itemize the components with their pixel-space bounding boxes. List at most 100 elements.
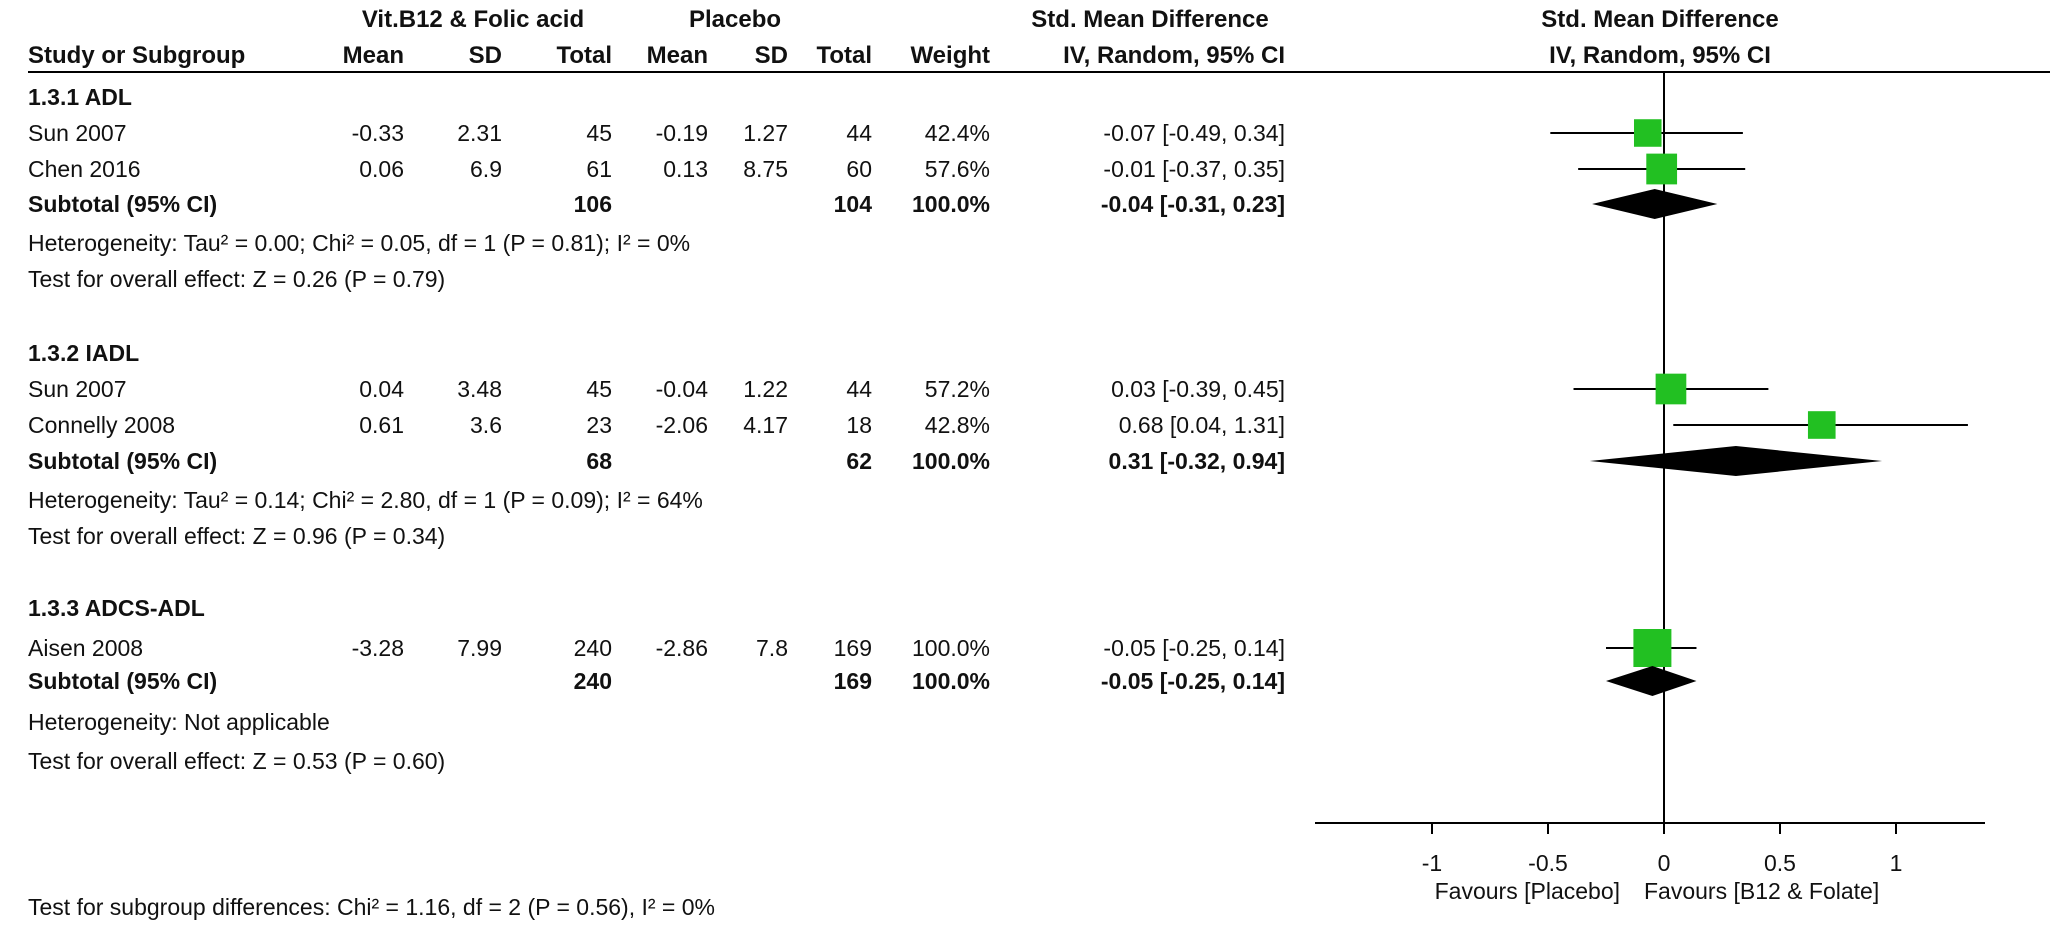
study-sd1: 3.48 xyxy=(457,376,502,402)
study-name: Chen 2016 xyxy=(28,156,141,182)
study-total2: 60 xyxy=(846,156,872,182)
study-sd2: 8.75 xyxy=(743,156,788,182)
study-marker xyxy=(1807,411,1836,439)
study-sd2: 1.22 xyxy=(743,376,788,402)
study-weight: 42.4% xyxy=(924,120,990,146)
tick-label: -0.5 xyxy=(1528,850,1568,876)
study-sd1: 6.9 xyxy=(470,156,502,182)
study-total2: 44 xyxy=(846,376,872,402)
header-rule xyxy=(28,71,2050,73)
group1-header: Vit.B12 & Folic acid xyxy=(361,6,585,33)
col-total1: Total xyxy=(556,42,612,69)
subtotal-weight: 100.0% xyxy=(911,448,990,474)
study-mean1: 0.06 xyxy=(359,156,404,182)
plot-subtitle: IV, Random, 95% CI xyxy=(1549,42,1771,69)
subgroup-test-text: Test for subgroup differences: Chi² = 1.… xyxy=(28,894,715,920)
subtotal-diamond xyxy=(1592,189,1718,219)
subtotal-total1: 240 xyxy=(573,668,612,694)
study-mean2: -2.06 xyxy=(655,412,708,438)
study-total1: 240 xyxy=(573,635,612,661)
heterogeneity-text: Heterogeneity: Tau² = 0.00; Chi² = 0.05,… xyxy=(28,230,691,256)
study-mean1: -0.33 xyxy=(351,120,404,146)
tick-label: 0.5 xyxy=(1764,850,1796,876)
study-marker xyxy=(1646,153,1678,185)
tick-label: -1 xyxy=(1421,850,1443,876)
study-mean2: -0.19 xyxy=(655,120,708,146)
col-mean1: Mean xyxy=(342,42,404,69)
tick-label: 0 xyxy=(1657,850,1671,876)
study-total2: 169 xyxy=(833,635,872,661)
col-sd1: SD xyxy=(468,42,502,69)
study-sd1: 2.31 xyxy=(457,120,502,146)
subtotal-weight: 100.0% xyxy=(911,668,990,694)
study-mean2: 0.13 xyxy=(663,156,708,182)
study-weight: 42.8% xyxy=(924,412,990,438)
study-sd2: 1.27 xyxy=(743,120,788,146)
study-name: Sun 2007 xyxy=(28,376,127,402)
study-ci: 0.68 [0.04, 1.31] xyxy=(1118,412,1285,438)
study-sd2: 4.17 xyxy=(743,412,788,438)
group-title: 1.3.3 ADCS-ADL xyxy=(28,595,205,621)
study-mean2: -2.86 xyxy=(655,635,708,661)
study-name: Connelly 2008 xyxy=(28,412,176,438)
study-marker xyxy=(1633,629,1672,667)
col-sd2: SD xyxy=(754,42,788,69)
study-ci: 0.03 [-0.39, 0.45] xyxy=(1111,376,1285,402)
study-weight: 57.6% xyxy=(924,156,990,182)
study-name: Aisen 2008 xyxy=(28,635,144,661)
study-mean1: 0.04 xyxy=(359,376,404,402)
subtotal-label: Subtotal (95% CI) xyxy=(28,668,218,694)
overall-effect-text: Test for overall effect: Z = 0.26 (P = 0… xyxy=(28,266,446,292)
group2-header: Placebo xyxy=(688,6,782,33)
subtotal-diamond xyxy=(1606,666,1697,696)
study-total1: 45 xyxy=(586,120,612,146)
study-ci: -0.01 [-0.37, 0.35] xyxy=(1103,156,1285,182)
study-mean2: -0.04 xyxy=(655,376,708,402)
col-mean2: Mean xyxy=(646,42,708,69)
group-title: 1.3.1 ADL xyxy=(28,84,132,110)
tick-label: 1 xyxy=(1889,850,1903,876)
subtotal-label: Subtotal (95% CI) xyxy=(28,191,218,217)
subtotal-label: Subtotal (95% CI) xyxy=(28,448,218,474)
subtotal-total2: 104 xyxy=(833,191,872,217)
overall-effect-text: Test for overall effect: Z = 0.53 (P = 0… xyxy=(28,748,446,774)
study-ci: -0.07 [-0.49, 0.34] xyxy=(1103,120,1285,146)
subtotal-ci: -0.04 [-0.31, 0.23] xyxy=(1100,191,1285,217)
study-marker xyxy=(1655,373,1687,405)
subtotal-total1: 106 xyxy=(573,191,612,217)
smd-header: Std. Mean Difference xyxy=(1031,6,1269,33)
study-sd1: 3.6 xyxy=(470,412,502,438)
subtotal-total1: 68 xyxy=(586,448,612,474)
study-total1: 61 xyxy=(586,156,612,182)
group-title: 1.3.2 IADL xyxy=(28,340,140,366)
study-sd1: 7.99 xyxy=(457,635,502,661)
subtotal-diamond xyxy=(1589,446,1883,476)
study-name: Sun 2007 xyxy=(28,120,127,146)
subtotal-weight: 100.0% xyxy=(911,191,990,217)
favours-left-label: Favours [Placebo] xyxy=(1434,878,1620,904)
subtotal-total2: 62 xyxy=(846,448,872,474)
study-mean1: -3.28 xyxy=(351,635,404,661)
study-total1: 45 xyxy=(586,376,612,402)
col-study: Study or Subgroup xyxy=(28,42,246,69)
study-mean1: 0.61 xyxy=(359,412,404,438)
col-ci: IV, Random, 95% CI xyxy=(1063,42,1285,69)
subtotal-total2: 169 xyxy=(833,668,872,694)
study-weight: 100.0% xyxy=(911,635,990,661)
subtotal-ci: 0.31 [-0.32, 0.94] xyxy=(1108,448,1285,474)
col-total2: Total xyxy=(816,42,872,69)
heterogeneity-text: Heterogeneity: Not applicable xyxy=(28,709,330,735)
study-sd2: 7.8 xyxy=(756,635,788,661)
col-weight: Weight xyxy=(910,42,990,69)
study-weight: 57.2% xyxy=(924,376,990,402)
overall-effect-text: Test for overall effect: Z = 0.96 (P = 0… xyxy=(28,523,446,549)
study-marker xyxy=(1633,119,1662,147)
plot-title: Std. Mean Difference xyxy=(1541,6,1779,33)
study-total2: 44 xyxy=(846,120,872,146)
study-ci: -0.05 [-0.25, 0.14] xyxy=(1103,635,1285,661)
heterogeneity-text: Heterogeneity: Tau² = 0.14; Chi² = 2.80,… xyxy=(28,487,703,513)
study-total1: 23 xyxy=(586,412,612,438)
favours-right-label: Favours [B12 & Folate] xyxy=(1644,878,1880,904)
